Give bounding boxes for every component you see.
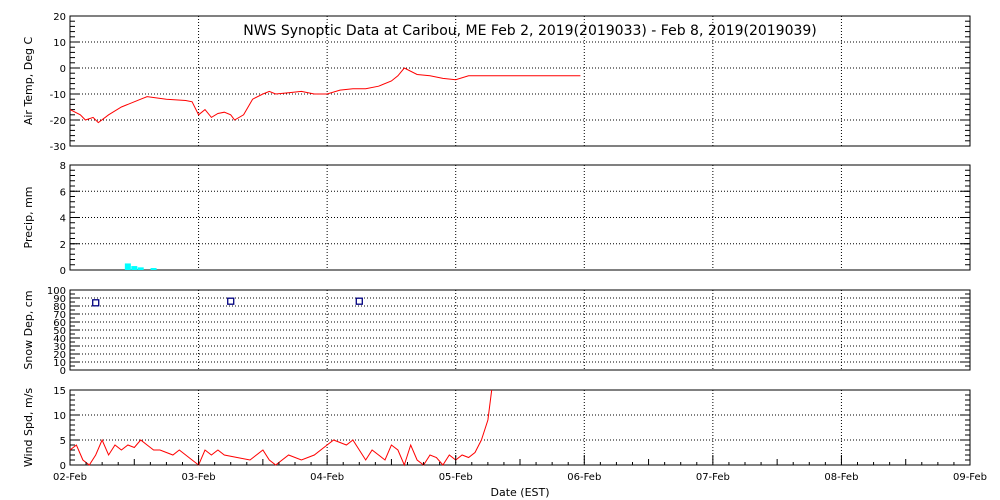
y-tick-label: 8 <box>60 161 66 172</box>
y-tick-label: 100 <box>47 286 66 297</box>
panel-frame <box>69 164 971 271</box>
x-tick-label: 02-Feb <box>53 472 87 483</box>
panel-frame <box>69 15 971 147</box>
y-tick-label: 2 <box>60 240 66 251</box>
y-tick-label: 6 <box>60 187 66 198</box>
y-axis-label: Snow Dep, cm <box>22 290 35 369</box>
y-axis-label: Wind Spd, m/s <box>22 388 35 468</box>
precip-bar <box>150 268 157 270</box>
y-tick-label: 10 <box>53 411 66 422</box>
y-tick-label: 5 <box>60 436 66 447</box>
x-tick-label: 03-Feb <box>182 472 216 483</box>
snow-depth-point <box>227 297 235 305</box>
chart-title: NWS Synoptic Data at Caribou, ME Feb 2, … <box>243 23 817 39</box>
panel-frame <box>69 289 971 371</box>
x-axis-label: Date (EST) <box>490 486 549 499</box>
y-tick-label: 0 <box>60 266 66 277</box>
x-tick-label: 04-Feb <box>310 472 344 483</box>
x-tick-label: 08-Feb <box>824 472 858 483</box>
y-tick-label: 15 <box>53 386 66 397</box>
y-tick-label: 50 <box>53 326 66 337</box>
x-tick-label: 07-Feb <box>696 472 730 483</box>
x-tick-label: 06-Feb <box>567 472 601 483</box>
x-tick-label: 09-Feb <box>953 472 987 483</box>
precip-bar <box>124 263 131 270</box>
y-tick-label: -30 <box>50 142 66 153</box>
y-tick-label: 90 <box>53 294 66 305</box>
y-tick-label: 70 <box>53 310 66 321</box>
y-tick-label: 20 <box>53 12 66 23</box>
precip-bar <box>131 266 138 270</box>
y-tick-label: -20 <box>50 116 66 127</box>
y-tick-label: 0 <box>60 461 66 472</box>
y-tick-label: 0 <box>60 64 66 75</box>
y-tick-label: 80 <box>53 302 66 313</box>
y-tick-label: 10 <box>53 358 66 369</box>
y-tick-label: -10 <box>50 90 66 101</box>
panel-wind-speed: 0 5 10 15 Wind Spd, m/s <box>22 386 971 472</box>
snow-depth-point <box>92 299 100 307</box>
y-tick-label: 4 <box>60 214 66 225</box>
snow-depth-point <box>355 297 363 305</box>
series-line-wind-speed <box>69 389 493 467</box>
x-axis: 02-Feb 03-Feb 04-Feb 05-Feb 06-Feb 07-Feb 08-F… <box>53 455 987 483</box>
y-tick-label: 40 <box>53 334 66 345</box>
y-tick-label: 0 <box>60 366 66 377</box>
series-line-air-temp <box>69 67 581 124</box>
x-tick-label: 05-Feb <box>439 472 473 483</box>
panel-air-temp: -30 -20 -10 0 10 20 Air Temp, Deg C <box>22 12 971 153</box>
precip-bar <box>137 267 144 270</box>
y-axis-label: Air Temp, Deg C <box>22 37 35 126</box>
panel-frame <box>69 389 971 466</box>
y-tick-label: 20 <box>53 350 66 361</box>
y-tick-label: 60 <box>53 318 66 329</box>
y-tick-label: 30 <box>53 342 66 353</box>
panel-precip: 0 2 4 6 8 Precip, mm <box>22 161 971 277</box>
y-axis-label: Precip, mm <box>22 187 35 249</box>
y-tick-label: 10 <box>53 38 66 49</box>
